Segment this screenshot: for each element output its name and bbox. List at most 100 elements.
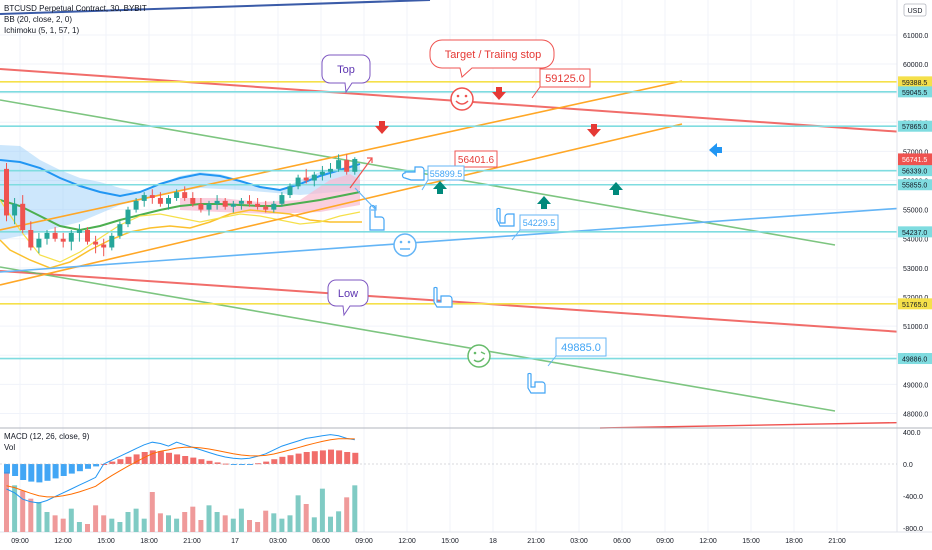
volume-legend[interactable]: Vol xyxy=(4,443,16,452)
top-label: Top xyxy=(337,64,355,76)
macd-hist-bar xyxy=(133,454,140,464)
candle-body xyxy=(125,209,131,225)
volume-bar xyxy=(149,492,155,532)
macd-hist-bar xyxy=(352,452,359,464)
candle-body xyxy=(166,197,171,204)
price-tick-label: 60000.0 xyxy=(903,62,928,69)
candle-body xyxy=(352,158,358,172)
volume-bar xyxy=(295,495,301,532)
horizontal-levels xyxy=(0,81,897,360)
volume-bar xyxy=(174,518,180,532)
macd-hist-bar xyxy=(109,461,116,464)
ichimoku-cloud-upper xyxy=(0,145,360,240)
candle-body xyxy=(60,238,66,242)
macd-hist-bar xyxy=(295,453,302,464)
price-tick-label: 57000.0 xyxy=(903,149,928,156)
candle-body xyxy=(28,230,34,248)
candle-body xyxy=(303,177,309,181)
trendline-green-lower xyxy=(0,266,836,412)
trendline-orange-lower xyxy=(0,123,683,286)
volume-bar xyxy=(263,510,269,532)
time-tick-label: 12:00 xyxy=(398,538,416,545)
volume-bar xyxy=(287,515,293,532)
candle-body xyxy=(68,232,74,242)
time-tick-label: 06:00 xyxy=(312,538,330,545)
macd-hist-bar xyxy=(230,464,237,465)
time-tick-label: 09:00 xyxy=(355,538,373,545)
candle-body xyxy=(222,200,228,207)
price-badge-label: 57865.0 xyxy=(902,124,927,131)
price-badge: 55855.0 xyxy=(898,179,932,191)
macd-hist-bar xyxy=(44,464,51,481)
volume-bar xyxy=(238,508,244,532)
macd-hist-bar xyxy=(344,452,351,464)
svg-text:49885.0: 49885.0 xyxy=(561,342,601,354)
macd-hist-bar xyxy=(303,452,310,464)
ichimoku-conversion-line xyxy=(0,209,362,269)
macd-hist-bar xyxy=(311,451,318,464)
price-tick-label: 55000.0 xyxy=(903,208,928,215)
macd-hist-bar xyxy=(174,454,181,464)
candle-body xyxy=(214,200,220,204)
time-tick-label: 21:00 xyxy=(183,538,201,545)
bb-legend[interactable]: BB (20, close, 2, 0) xyxy=(4,15,73,24)
candle-body xyxy=(101,244,107,248)
volume-bar xyxy=(12,485,18,532)
time-tick-label: 09:00 xyxy=(11,538,29,545)
price-badge-label: 55855.0 xyxy=(902,183,927,190)
macd-hist-bar xyxy=(60,464,67,476)
volume-bar xyxy=(68,508,74,532)
down-arrow-icon xyxy=(375,121,389,134)
candle-body xyxy=(319,171,325,175)
volume-bar xyxy=(52,515,58,532)
volume-bar xyxy=(271,513,277,532)
candle-body xyxy=(149,195,155,198)
price-badge-label: 54237.0 xyxy=(902,230,927,237)
up-arrow-icon xyxy=(609,182,623,195)
volume-bar xyxy=(109,518,115,532)
candle-body xyxy=(311,174,317,181)
volume-bar xyxy=(44,512,50,532)
price-badge: 57865.0 xyxy=(898,120,932,132)
currency-label[interactable]: USD xyxy=(903,3,927,17)
candle-body xyxy=(279,195,285,204)
drop-arrow-icon xyxy=(354,187,377,211)
annotations: Top Target / Traiing stop Low 59125.0 56… xyxy=(321,39,722,394)
top-dark-blue-line xyxy=(0,0,431,15)
price-badge: 54237.0 xyxy=(898,226,932,238)
macd-axis-ticks: 400.0 0.0 -400.0 -800.0 xyxy=(903,430,923,533)
volume-bar xyxy=(28,498,34,532)
signal-line xyxy=(6,438,355,498)
volume-bar xyxy=(93,505,99,532)
macd-hist-bar xyxy=(125,456,132,464)
candle-body xyxy=(20,203,26,231)
macd-hist-bar xyxy=(20,464,27,480)
volume-bar xyxy=(255,522,261,532)
svg-text:55899.5: 55899.5 xyxy=(430,169,463,179)
price-badge-label: 51765.0 xyxy=(902,302,927,309)
price-label-55899: 55899.5 xyxy=(421,165,465,191)
ichimoku-legend[interactable]: Ichimoku (5, 1, 57, 1) xyxy=(4,26,80,35)
macd-hist-bar xyxy=(247,464,253,465)
volume-bar xyxy=(133,508,139,532)
macd-hist-bar xyxy=(28,464,35,482)
candle-body xyxy=(238,200,244,204)
candle-body xyxy=(93,241,99,245)
price-label-56401: 56401.6 xyxy=(446,150,498,179)
candle-body xyxy=(271,203,277,210)
svg-text:USD: USD xyxy=(908,8,923,15)
volume-bar xyxy=(101,515,107,532)
volume-bar xyxy=(157,513,163,532)
macd-legend[interactable]: MACD (12, 26, close, 9) xyxy=(4,432,90,441)
svg-text:54229.5: 54229.5 xyxy=(523,218,556,228)
symbol-legend[interactable]: BTCUSD Perpetual Contract, 30, BYBIT xyxy=(4,4,147,13)
candle-body xyxy=(287,186,293,196)
up-arrow-icon xyxy=(433,181,447,194)
volume-bar xyxy=(76,522,82,532)
rise-arrow-icon xyxy=(349,157,373,189)
candle-body xyxy=(44,232,50,239)
candle-body xyxy=(230,203,236,207)
price-badge: 59045.5 xyxy=(898,86,932,98)
hand-pointer-icon xyxy=(496,207,515,227)
